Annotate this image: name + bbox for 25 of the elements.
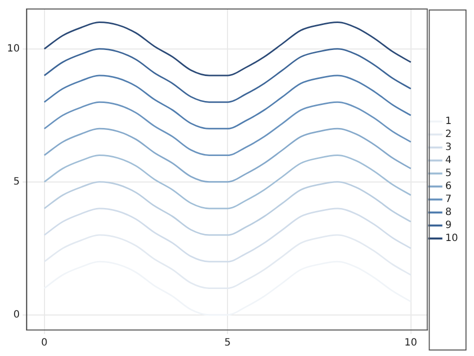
y-tick-label: 10: [6, 43, 20, 54]
legend-label: 6: [445, 181, 452, 192]
legend-label: 3: [445, 142, 452, 154]
y-tick-label: 5: [13, 176, 20, 188]
legend-label: 7: [445, 194, 452, 206]
legend-label: 5: [445, 168, 452, 180]
legend-label: 8: [445, 207, 452, 218]
line-series: [44, 101, 412, 156]
line-series: [44, 208, 412, 262]
line-series: [44, 260, 412, 316]
line-series: [44, 22, 412, 76]
line-series: [44, 154, 412, 210]
legend-label: 1: [445, 116, 452, 128]
y-tick-label: 0: [13, 309, 20, 320]
line-series: [44, 48, 412, 103]
legend-label: 10: [445, 233, 458, 244]
legend-label: 2: [445, 129, 452, 140]
line-series: [44, 128, 412, 183]
legend-label: 4: [445, 155, 452, 166]
x-tick-label: 0: [41, 338, 48, 349]
x-tick-label: 5: [224, 338, 231, 349]
legend-label: 9: [445, 220, 452, 232]
x-tick-label: 10: [404, 338, 418, 349]
line-series: [44, 181, 412, 236]
line-series: [44, 74, 412, 130]
